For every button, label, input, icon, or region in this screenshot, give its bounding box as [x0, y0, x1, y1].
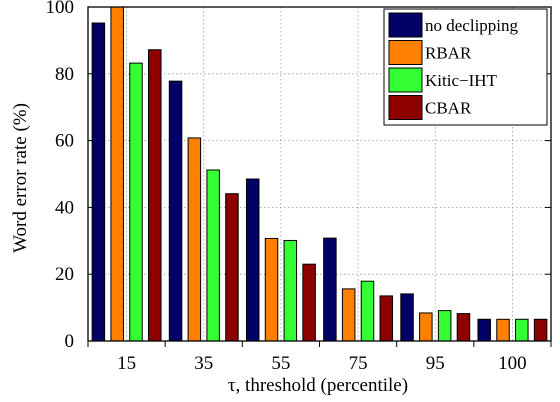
legend-swatch-no-declipping [388, 12, 423, 38]
legend-label-kitic-iht: Kitic−IHT [425, 71, 498, 90]
bar-cbar-15 [148, 49, 162, 342]
bar-no-declipping-55 [245, 178, 260, 342]
bar-no-declipping-15 [91, 22, 106, 342]
bar-kitic-iht-75 [360, 280, 375, 342]
y-tick-labels: 0 20 40 60 80 100 [46, 0, 75, 352]
x-tick-label: 75 [349, 353, 368, 374]
bar-rbar-55 [264, 237, 279, 342]
bar-no-declipping-35 [168, 80, 183, 342]
x-tick-label: 95 [426, 353, 445, 374]
x-axis-title: τ, threshold (percentile) [228, 375, 408, 396]
bar-kitic-iht-55 [283, 239, 298, 342]
x-tick-label: 55 [271, 353, 290, 374]
bar-cbar-100 [533, 318, 548, 342]
legend-swatch-rbar [388, 40, 423, 65]
bar-rbar-100 [496, 318, 510, 342]
bar-rbar-75 [341, 288, 356, 342]
bar-no-declipping-100 [477, 318, 491, 342]
bar-kitic-iht-35 [206, 169, 220, 342]
bar-cbar-35 [225, 193, 239, 342]
legend-label-rbar: RBAR [425, 44, 472, 63]
legend: no declipping RBAR Kitic−IHT CBAR [383, 8, 548, 126]
y-tick-label: 40 [55, 197, 74, 218]
x-tick-labels: 15 35 55 75 95 100 [117, 353, 527, 374]
bar-kitic-iht-100 [515, 318, 529, 342]
legend-swatch-kitic-iht [388, 67, 423, 93]
legend-label-no-declipping: no declipping [425, 16, 519, 35]
x-tick-label: 100 [498, 353, 527, 374]
bar-cbar-95 [456, 313, 471, 342]
x-tick-label: 15 [117, 353, 136, 374]
bars [91, 6, 548, 342]
y-tick-label: 0 [65, 331, 75, 352]
legend-swatch-cbar [388, 95, 423, 120]
bar-cbar-75 [379, 295, 394, 342]
bar-no-declipping-75 [323, 237, 337, 342]
bar-kitic-iht-15 [129, 62, 143, 342]
grid-lines [88, 7, 551, 341]
bar-no-declipping-95 [400, 293, 414, 342]
bar-rbar-95 [419, 312, 433, 342]
bar-rbar-35 [187, 137, 202, 342]
y-tick-label: 80 [55, 64, 74, 85]
bar-cbar-55 [302, 263, 316, 342]
y-tick-label: 20 [55, 264, 74, 285]
axis-ticks [87, 6, 552, 347]
y-tick-label: 100 [46, 0, 75, 18]
y-axis-title: Word error rate (%) [10, 103, 31, 253]
y-tick-label: 60 [55, 131, 74, 152]
legend-label-cbar: CBAR [425, 99, 472, 118]
bar-kitic-iht-95 [437, 310, 452, 342]
x-tick-label: 35 [194, 353, 213, 374]
bar-rbar-15 [110, 6, 124, 342]
